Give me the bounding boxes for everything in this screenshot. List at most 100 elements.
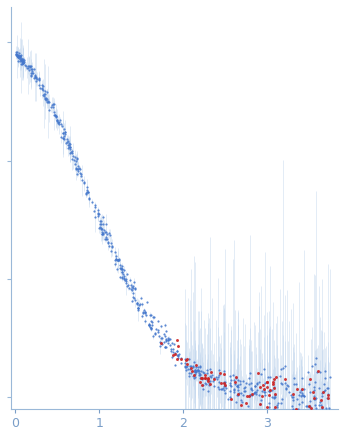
Point bbox=[120, 265, 125, 272]
Point bbox=[306, 403, 312, 410]
Point bbox=[301, 385, 306, 392]
Point bbox=[37, 82, 42, 89]
Point bbox=[14, 52, 19, 59]
Point bbox=[234, 391, 240, 398]
Point bbox=[148, 318, 154, 325]
Point bbox=[148, 311, 154, 318]
Point bbox=[72, 153, 78, 160]
Point bbox=[43, 97, 49, 104]
Point bbox=[140, 309, 146, 316]
Point bbox=[231, 389, 236, 396]
Point bbox=[227, 372, 233, 379]
Point bbox=[251, 390, 256, 397]
Point bbox=[121, 273, 127, 280]
Point bbox=[231, 377, 237, 384]
Point bbox=[76, 167, 81, 174]
Point bbox=[254, 409, 259, 416]
Point bbox=[294, 395, 299, 402]
Point bbox=[307, 375, 313, 382]
Point bbox=[207, 378, 213, 385]
Point bbox=[311, 384, 316, 391]
Point bbox=[258, 396, 264, 403]
Point bbox=[23, 62, 29, 69]
Point bbox=[233, 380, 238, 387]
Point bbox=[305, 410, 311, 417]
Point bbox=[43, 94, 49, 101]
Point bbox=[199, 382, 205, 389]
Point bbox=[17, 49, 22, 56]
Point bbox=[312, 379, 317, 386]
Point bbox=[218, 380, 224, 387]
Point bbox=[248, 379, 254, 386]
Point bbox=[19, 56, 24, 63]
Point bbox=[199, 375, 205, 382]
Point bbox=[280, 422, 285, 429]
Point bbox=[256, 369, 261, 376]
Point bbox=[323, 387, 328, 394]
Point bbox=[282, 380, 288, 387]
Point bbox=[131, 295, 137, 302]
Point bbox=[65, 144, 70, 151]
Point bbox=[191, 367, 196, 374]
Point bbox=[311, 395, 316, 402]
Point bbox=[187, 362, 193, 369]
Point bbox=[189, 368, 195, 375]
Point bbox=[32, 73, 38, 80]
Point bbox=[168, 348, 174, 355]
Point bbox=[29, 71, 34, 78]
Point bbox=[279, 380, 284, 387]
Point bbox=[192, 371, 197, 378]
Point bbox=[106, 229, 111, 236]
Point bbox=[248, 369, 253, 376]
Point bbox=[283, 362, 288, 369]
Point bbox=[283, 385, 288, 392]
Point bbox=[73, 161, 78, 168]
Point bbox=[26, 63, 31, 70]
Point bbox=[100, 221, 106, 228]
Point bbox=[317, 385, 322, 392]
Point bbox=[117, 264, 123, 271]
Point bbox=[249, 391, 255, 398]
Point bbox=[313, 394, 318, 401]
Point bbox=[25, 65, 31, 72]
Point bbox=[200, 381, 206, 388]
Point bbox=[318, 402, 324, 409]
Point bbox=[185, 362, 190, 369]
Point bbox=[115, 257, 121, 264]
Point bbox=[142, 309, 148, 316]
Point bbox=[29, 70, 34, 77]
Point bbox=[194, 367, 199, 374]
Point bbox=[174, 337, 180, 344]
Point bbox=[20, 55, 25, 62]
Point bbox=[304, 413, 310, 420]
Point bbox=[138, 294, 143, 301]
Point bbox=[66, 142, 71, 149]
Point bbox=[29, 69, 35, 76]
Point bbox=[247, 392, 253, 399]
Point bbox=[259, 392, 264, 399]
Point bbox=[136, 302, 142, 309]
Point bbox=[119, 266, 124, 273]
Point bbox=[241, 392, 246, 399]
Point bbox=[159, 323, 164, 330]
Point bbox=[127, 276, 133, 283]
Point bbox=[265, 403, 270, 410]
Point bbox=[165, 340, 170, 347]
Point bbox=[266, 373, 271, 380]
Point bbox=[221, 379, 226, 386]
Point bbox=[253, 389, 258, 396]
Point bbox=[51, 109, 56, 116]
Point bbox=[191, 359, 197, 366]
Point bbox=[32, 73, 38, 80]
Point bbox=[46, 98, 51, 105]
Point bbox=[319, 412, 325, 419]
Point bbox=[204, 366, 209, 373]
Point bbox=[92, 201, 98, 208]
Point bbox=[89, 198, 95, 205]
Point bbox=[147, 323, 152, 330]
Point bbox=[86, 188, 91, 195]
Point bbox=[207, 366, 213, 373]
Point bbox=[230, 372, 236, 379]
Point bbox=[83, 190, 89, 197]
Point bbox=[243, 387, 248, 394]
